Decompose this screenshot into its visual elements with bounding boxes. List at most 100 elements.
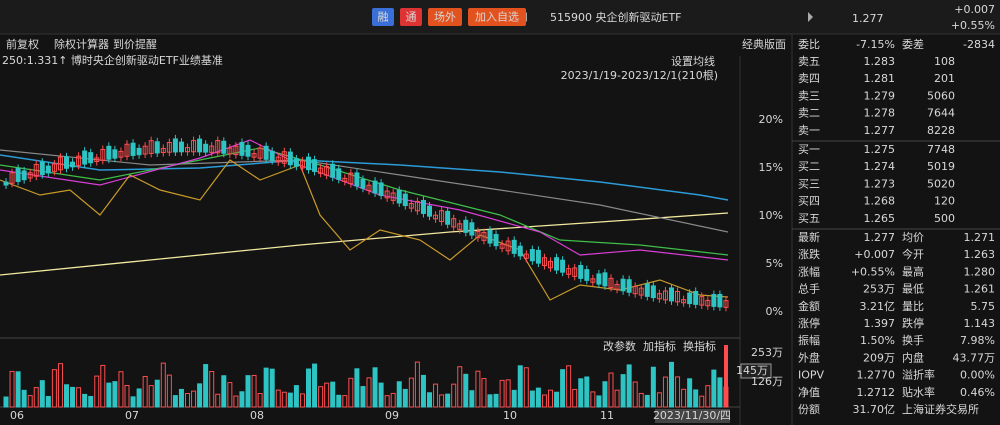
change-pct: +0.55% — [951, 19, 995, 32]
volume-bar — [644, 394, 650, 408]
y-axis-label: 0% — [766, 305, 783, 318]
volume-bar — [88, 395, 94, 408]
quote-text: 7748 — [927, 143, 955, 156]
x-axis-label: 07 — [125, 409, 139, 422]
volume-bar — [33, 387, 39, 408]
volume-bar — [106, 382, 112, 408]
quote-text: 108 — [934, 55, 955, 68]
volume-bar — [699, 395, 705, 408]
y-axis-label: 15% — [759, 161, 783, 174]
candle-body — [154, 141, 160, 154]
volume-bar — [390, 392, 396, 408]
volume-tool[interactable]: 换指标 — [683, 339, 716, 353]
volume-bar — [529, 390, 535, 408]
volume-bar — [650, 366, 656, 408]
badge[interactable] — [372, 8, 394, 26]
candle-body — [27, 172, 33, 179]
candle-body — [535, 249, 541, 264]
candle-body — [705, 299, 711, 307]
volume-label: 126万 — [751, 375, 783, 388]
candle-body — [687, 292, 693, 305]
candle-body — [76, 155, 82, 166]
quote-text: 溢折率 — [902, 368, 935, 382]
volume-tool[interactable]: 改参数 — [603, 339, 636, 353]
volume-bar — [178, 388, 184, 408]
candle-body — [197, 138, 203, 153]
layout-button[interactable]: 经典版面 — [742, 37, 786, 51]
candle-body — [185, 147, 190, 153]
candle-body — [626, 279, 632, 293]
quote-text: 卖三 — [798, 89, 820, 102]
candle-body — [136, 147, 142, 156]
candle-body — [245, 144, 251, 157]
candle-body — [699, 295, 705, 306]
y-axis-label: 20% — [759, 113, 783, 126]
volume-bar — [596, 395, 602, 408]
badge[interactable] — [428, 8, 462, 26]
candle-body — [94, 157, 100, 162]
volume-bar — [378, 382, 384, 408]
candle-body — [662, 290, 668, 301]
ma-line — [0, 149, 729, 233]
volume-bar — [511, 389, 517, 408]
quote-text: 1.283 — [864, 55, 896, 68]
candle-body — [717, 293, 723, 308]
volume-bar — [233, 395, 239, 408]
y-axis-label: 10% — [759, 209, 783, 222]
quote-text: 金额 — [798, 299, 820, 313]
badge-label: 场外 — [434, 10, 456, 24]
toolbar-item[interactable]: 到价提醒 — [113, 38, 157, 51]
volume-bar — [487, 394, 493, 408]
candle-body — [693, 290, 699, 305]
volume-label: 253万 — [751, 346, 783, 359]
cursor-date-box — [655, 409, 730, 423]
volume-bar — [590, 391, 596, 408]
volume-bar — [717, 377, 723, 408]
candle-body — [548, 260, 553, 269]
quote-text: 1.275 — [864, 143, 896, 156]
volume-tool[interactable]: 加指标 — [643, 339, 676, 353]
quote-text: -2834 — [963, 38, 995, 51]
volume-bar — [142, 375, 148, 408]
toolbar-item[interactable]: 除权计算器 — [54, 37, 109, 51]
candle-body — [384, 190, 390, 199]
candle-body — [675, 290, 681, 303]
candle-body — [402, 193, 408, 207]
quote-text: 跌停 — [902, 316, 924, 330]
quote-text: 1.397 — [864, 317, 896, 330]
volume-bar — [366, 377, 372, 408]
volume-bar — [76, 387, 82, 408]
volume-bar — [312, 363, 318, 408]
volume-bar — [336, 394, 342, 408]
cursor-date: 2023/11/30/四 — [653, 409, 731, 422]
candle-body — [178, 141, 184, 153]
quote-text: 卖五 — [798, 55, 820, 68]
volume-bar — [197, 383, 203, 408]
volume-bar — [293, 385, 299, 408]
candle-body — [233, 145, 239, 156]
candle-body — [433, 214, 439, 220]
volume-bar — [560, 369, 566, 408]
candle-body — [57, 156, 63, 171]
volume-bar — [457, 366, 463, 408]
candle-body — [299, 160, 305, 169]
volume-bar — [626, 364, 632, 408]
candle-body — [390, 192, 396, 201]
quote-text: 买四 — [798, 195, 820, 208]
candle-body — [215, 140, 221, 154]
candle-body — [360, 178, 366, 189]
badge[interactable] — [400, 8, 422, 26]
toolbar-item[interactable]: 前复权 — [6, 37, 39, 51]
candle-body — [142, 145, 148, 155]
badge[interactable] — [468, 8, 526, 26]
candle-body — [51, 163, 57, 172]
quote-text: 8228 — [927, 124, 955, 137]
candle-body — [523, 253, 529, 259]
candle-body — [638, 287, 644, 296]
candle-body — [427, 205, 432, 217]
volume-bar — [384, 395, 390, 408]
ma-settings[interactable]: 设置均线 — [671, 54, 715, 68]
quote-text: +0.55% — [851, 265, 895, 278]
volume-bar — [675, 376, 681, 408]
candle-body — [366, 184, 372, 192]
